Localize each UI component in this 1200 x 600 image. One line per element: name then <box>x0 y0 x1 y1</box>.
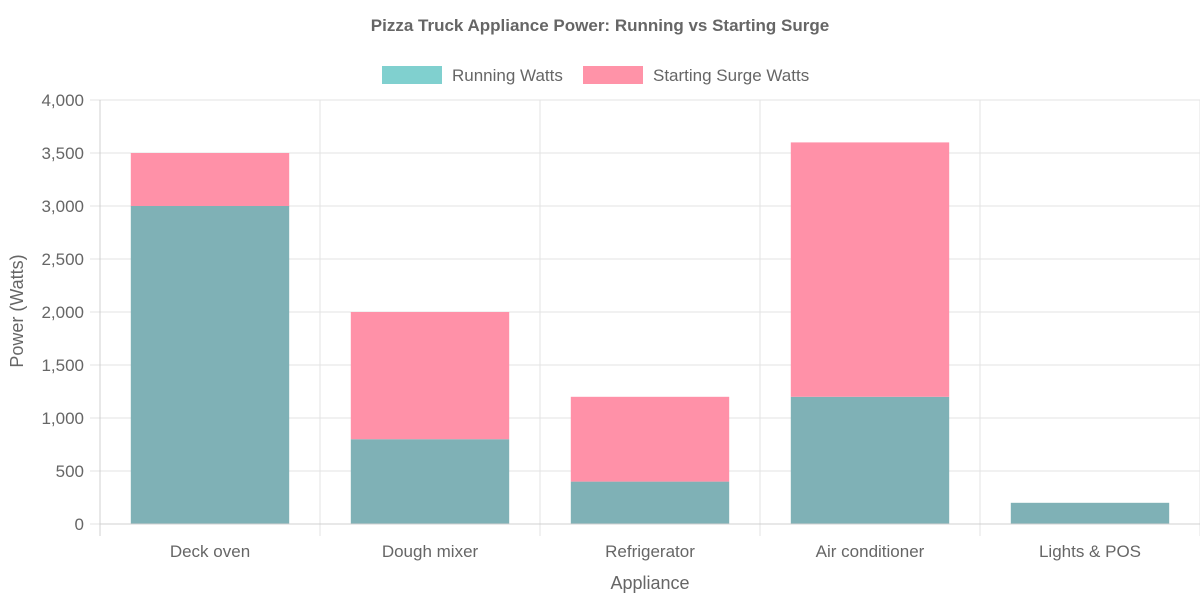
y-tick-label: 4,000 <box>41 91 84 110</box>
bar-running-watts-deck-oven <box>130 206 290 524</box>
bar-starting-surge-watts-refrigerator <box>570 396 730 482</box>
bar-starting-surge-watts-deck-oven <box>130 153 290 206</box>
bar-running-watts-dough-mixer <box>350 439 510 524</box>
x-tick-label-air-conditioner: Air conditioner <box>816 542 925 561</box>
legend: Running Watts Starting Surge Watts <box>382 66 809 85</box>
bar-starting-surge-watts-dough-mixer <box>350 312 510 440</box>
x-axis-ticks: Deck oven Dough mixer Refrigerator Air cond… <box>170 542 1141 561</box>
y-axis-title: Power (Watts) <box>7 254 27 367</box>
x-tick-label-dough-mixer: Dough mixer <box>382 542 479 561</box>
bar-running-watts-air-conditioner <box>790 396 950 524</box>
legend-swatch-starting-surge-watts <box>583 66 643 84</box>
x-tick-label-refrigerator: Refrigerator <box>605 542 695 561</box>
x-tick-label-lights-and-pos: Lights & POS <box>1039 542 1141 561</box>
y-tick-label: 3,000 <box>41 197 84 216</box>
y-tick-label: 2,500 <box>41 250 84 269</box>
bars <box>130 142 1170 524</box>
legend-swatch-running-watts <box>382 66 442 84</box>
x-axis-title: Appliance <box>610 573 689 593</box>
y-tick-label: 2,000 <box>41 303 84 322</box>
y-tick-label: 1,000 <box>41 409 84 428</box>
legend-label-starting-surge-watts: Starting Surge Watts <box>653 66 809 85</box>
bar-starting-surge-watts-air-conditioner <box>790 142 950 397</box>
y-tick-label: 500 <box>56 462 84 481</box>
chart-title: Pizza Truck Appliance Power: Running vs … <box>371 16 829 35</box>
legend-label-running-watts: Running Watts <box>452 66 563 85</box>
y-tick-label: 0 <box>75 515 84 534</box>
x-tick-label-deck-oven: Deck oven <box>170 542 250 561</box>
y-tick-label: 1,500 <box>41 356 84 375</box>
bar-running-watts-lights-and-pos <box>1010 502 1170 524</box>
y-tick-label: 3,500 <box>41 144 84 163</box>
bar-running-watts-refrigerator <box>570 481 730 524</box>
y-axis-ticks: 0 500 1,000 1,500 2,000 2,500 3,000 3,500 4,000 <box>41 91 84 534</box>
